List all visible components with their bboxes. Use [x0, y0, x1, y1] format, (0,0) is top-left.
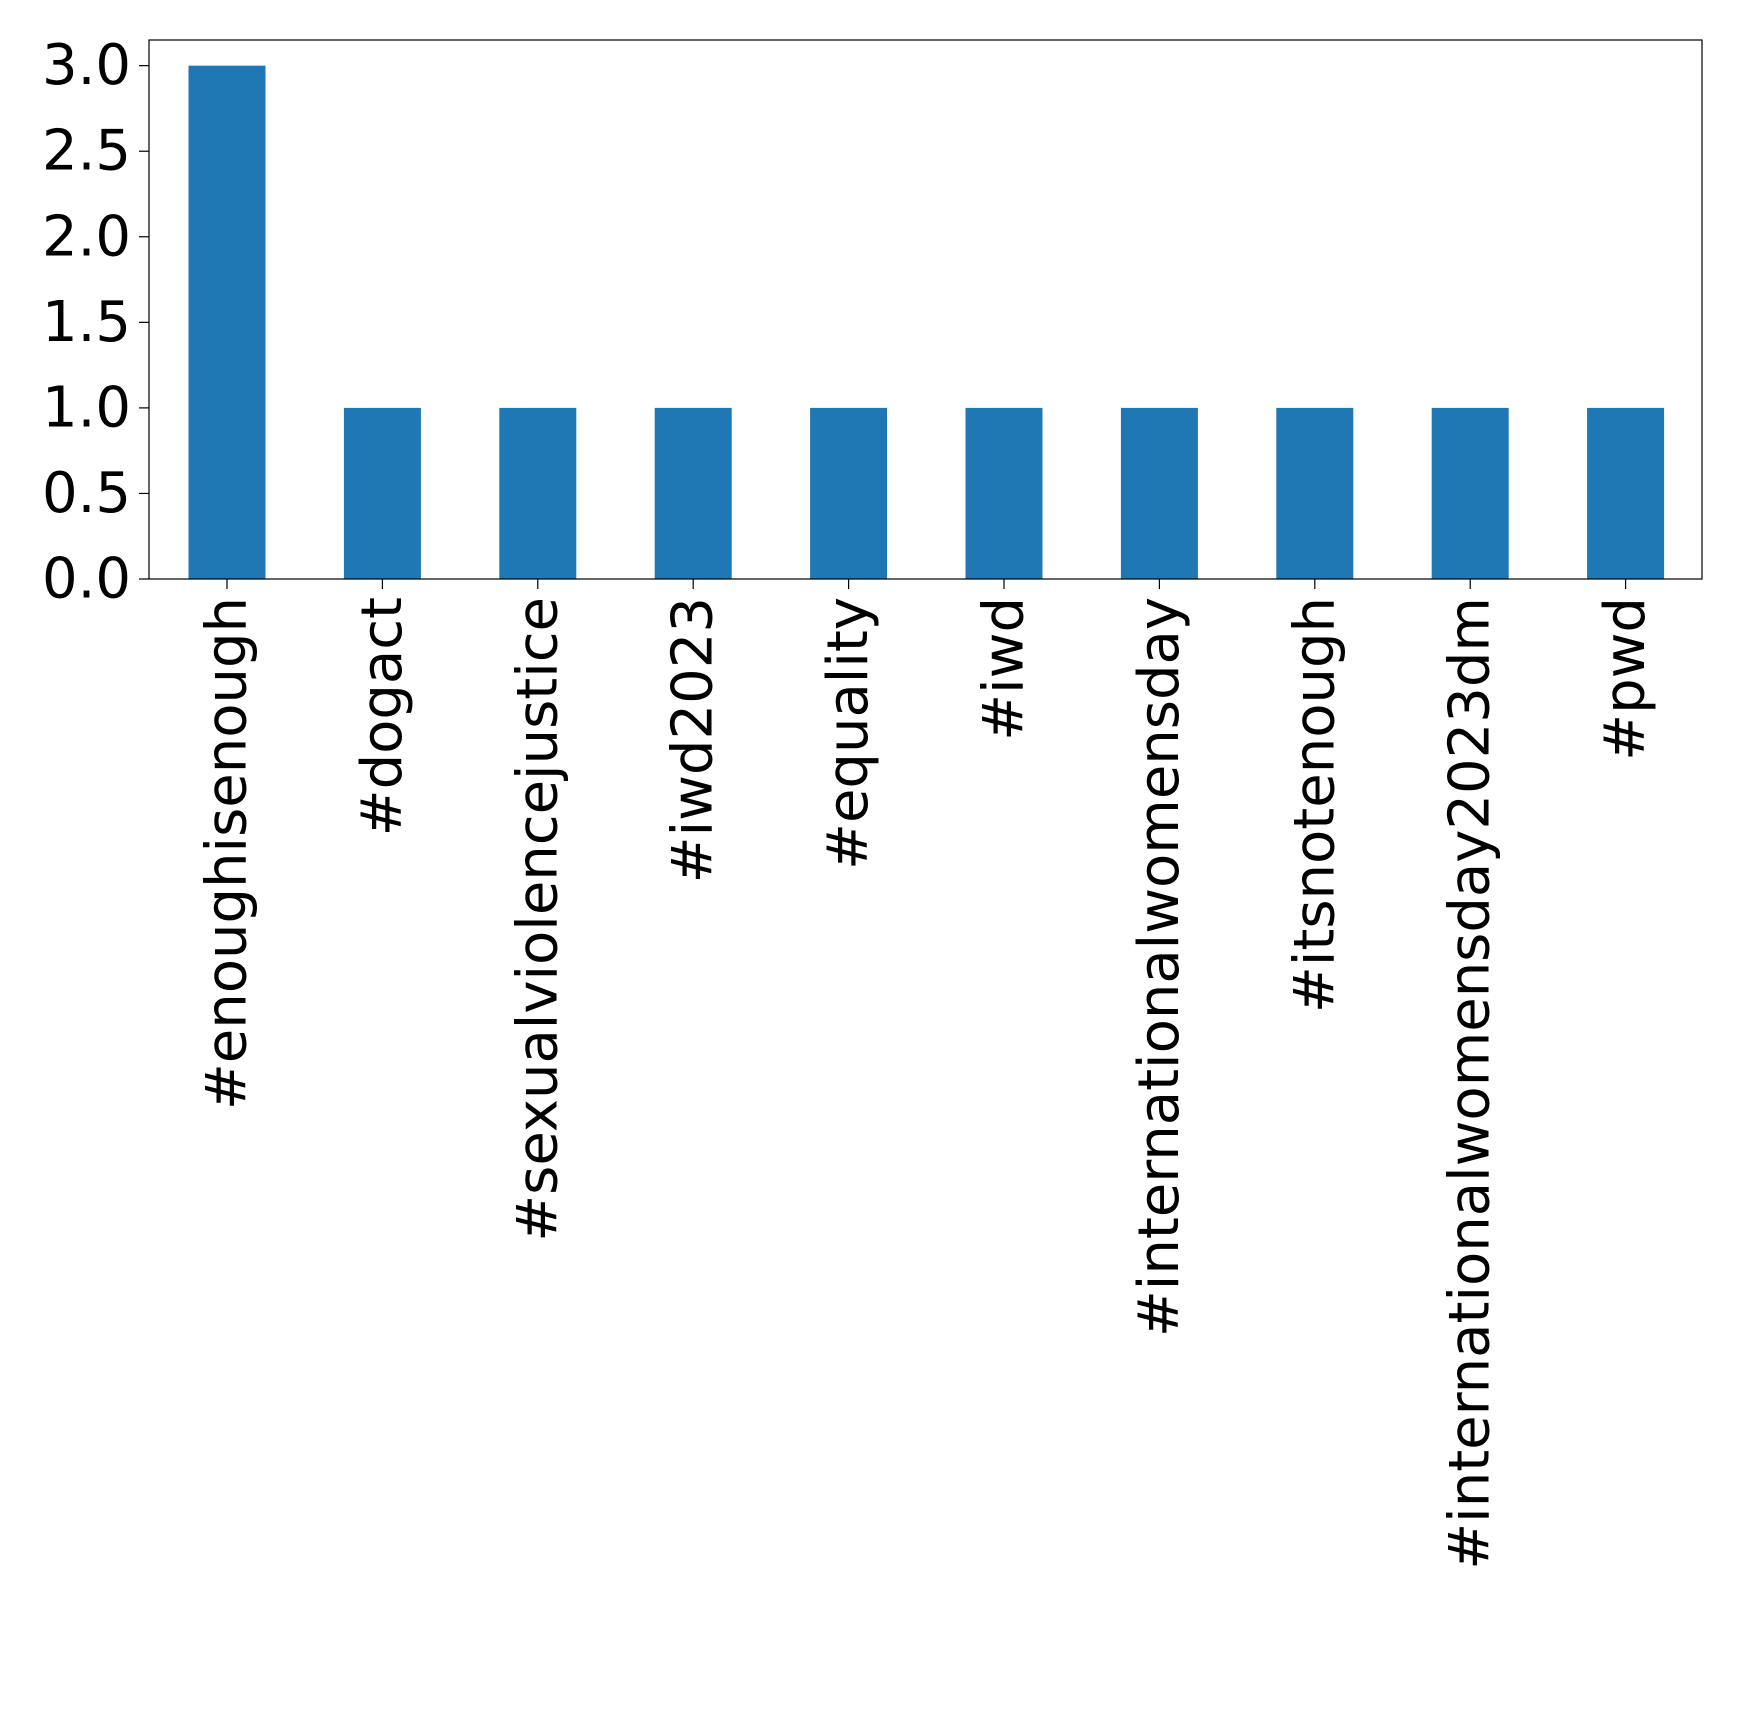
bar-6 [1120, 407, 1198, 579]
x-tick-label: #itsnotenough [1282, 597, 1347, 1013]
y-tick-label: 1.5 [42, 290, 131, 355]
bar-2 [499, 407, 577, 579]
bar-8 [1431, 407, 1509, 579]
y-tick-label: 3.0 [42, 33, 131, 98]
x-axis: #enoughisenough #dogact #sexualviolencejus… [195, 579, 1658, 1570]
x-tick-label: #iwd2023 [661, 597, 726, 883]
x-tick-label: #sexualviolencejustice [505, 597, 570, 1242]
x-tick-label: #internationalwomensday2023dm [1438, 597, 1503, 1570]
x-tick-label: #dogact [350, 597, 415, 836]
plot-frame [148, 39, 1703, 580]
x-tick-label: #equality [816, 597, 881, 870]
y-tick-label: 1.0 [42, 375, 131, 440]
y-tick-label: 2.5 [42, 119, 131, 184]
bar-9 [1587, 407, 1665, 579]
y-tick-label: 0.0 [42, 547, 131, 612]
bar-7 [1276, 407, 1354, 579]
x-tick-label: #iwd [972, 597, 1037, 741]
bar-1 [343, 407, 421, 579]
y-tick-label: 2.0 [42, 204, 131, 269]
bar-5 [965, 407, 1043, 579]
bars-group [188, 65, 1665, 580]
bar-3 [654, 407, 732, 579]
y-axis: 0.0 0.5 1.0 1.5 2.0 2.5 3.0 [42, 33, 149, 612]
y-tick-label: 0.5 [42, 461, 131, 526]
x-tick-label: #pwd [1593, 597, 1658, 761]
x-tick-label: #enoughisenough [195, 597, 260, 1110]
bar-0 [188, 65, 266, 580]
x-tick-label: #internationalwomensday [1127, 597, 1192, 1337]
bar-4 [810, 407, 888, 579]
